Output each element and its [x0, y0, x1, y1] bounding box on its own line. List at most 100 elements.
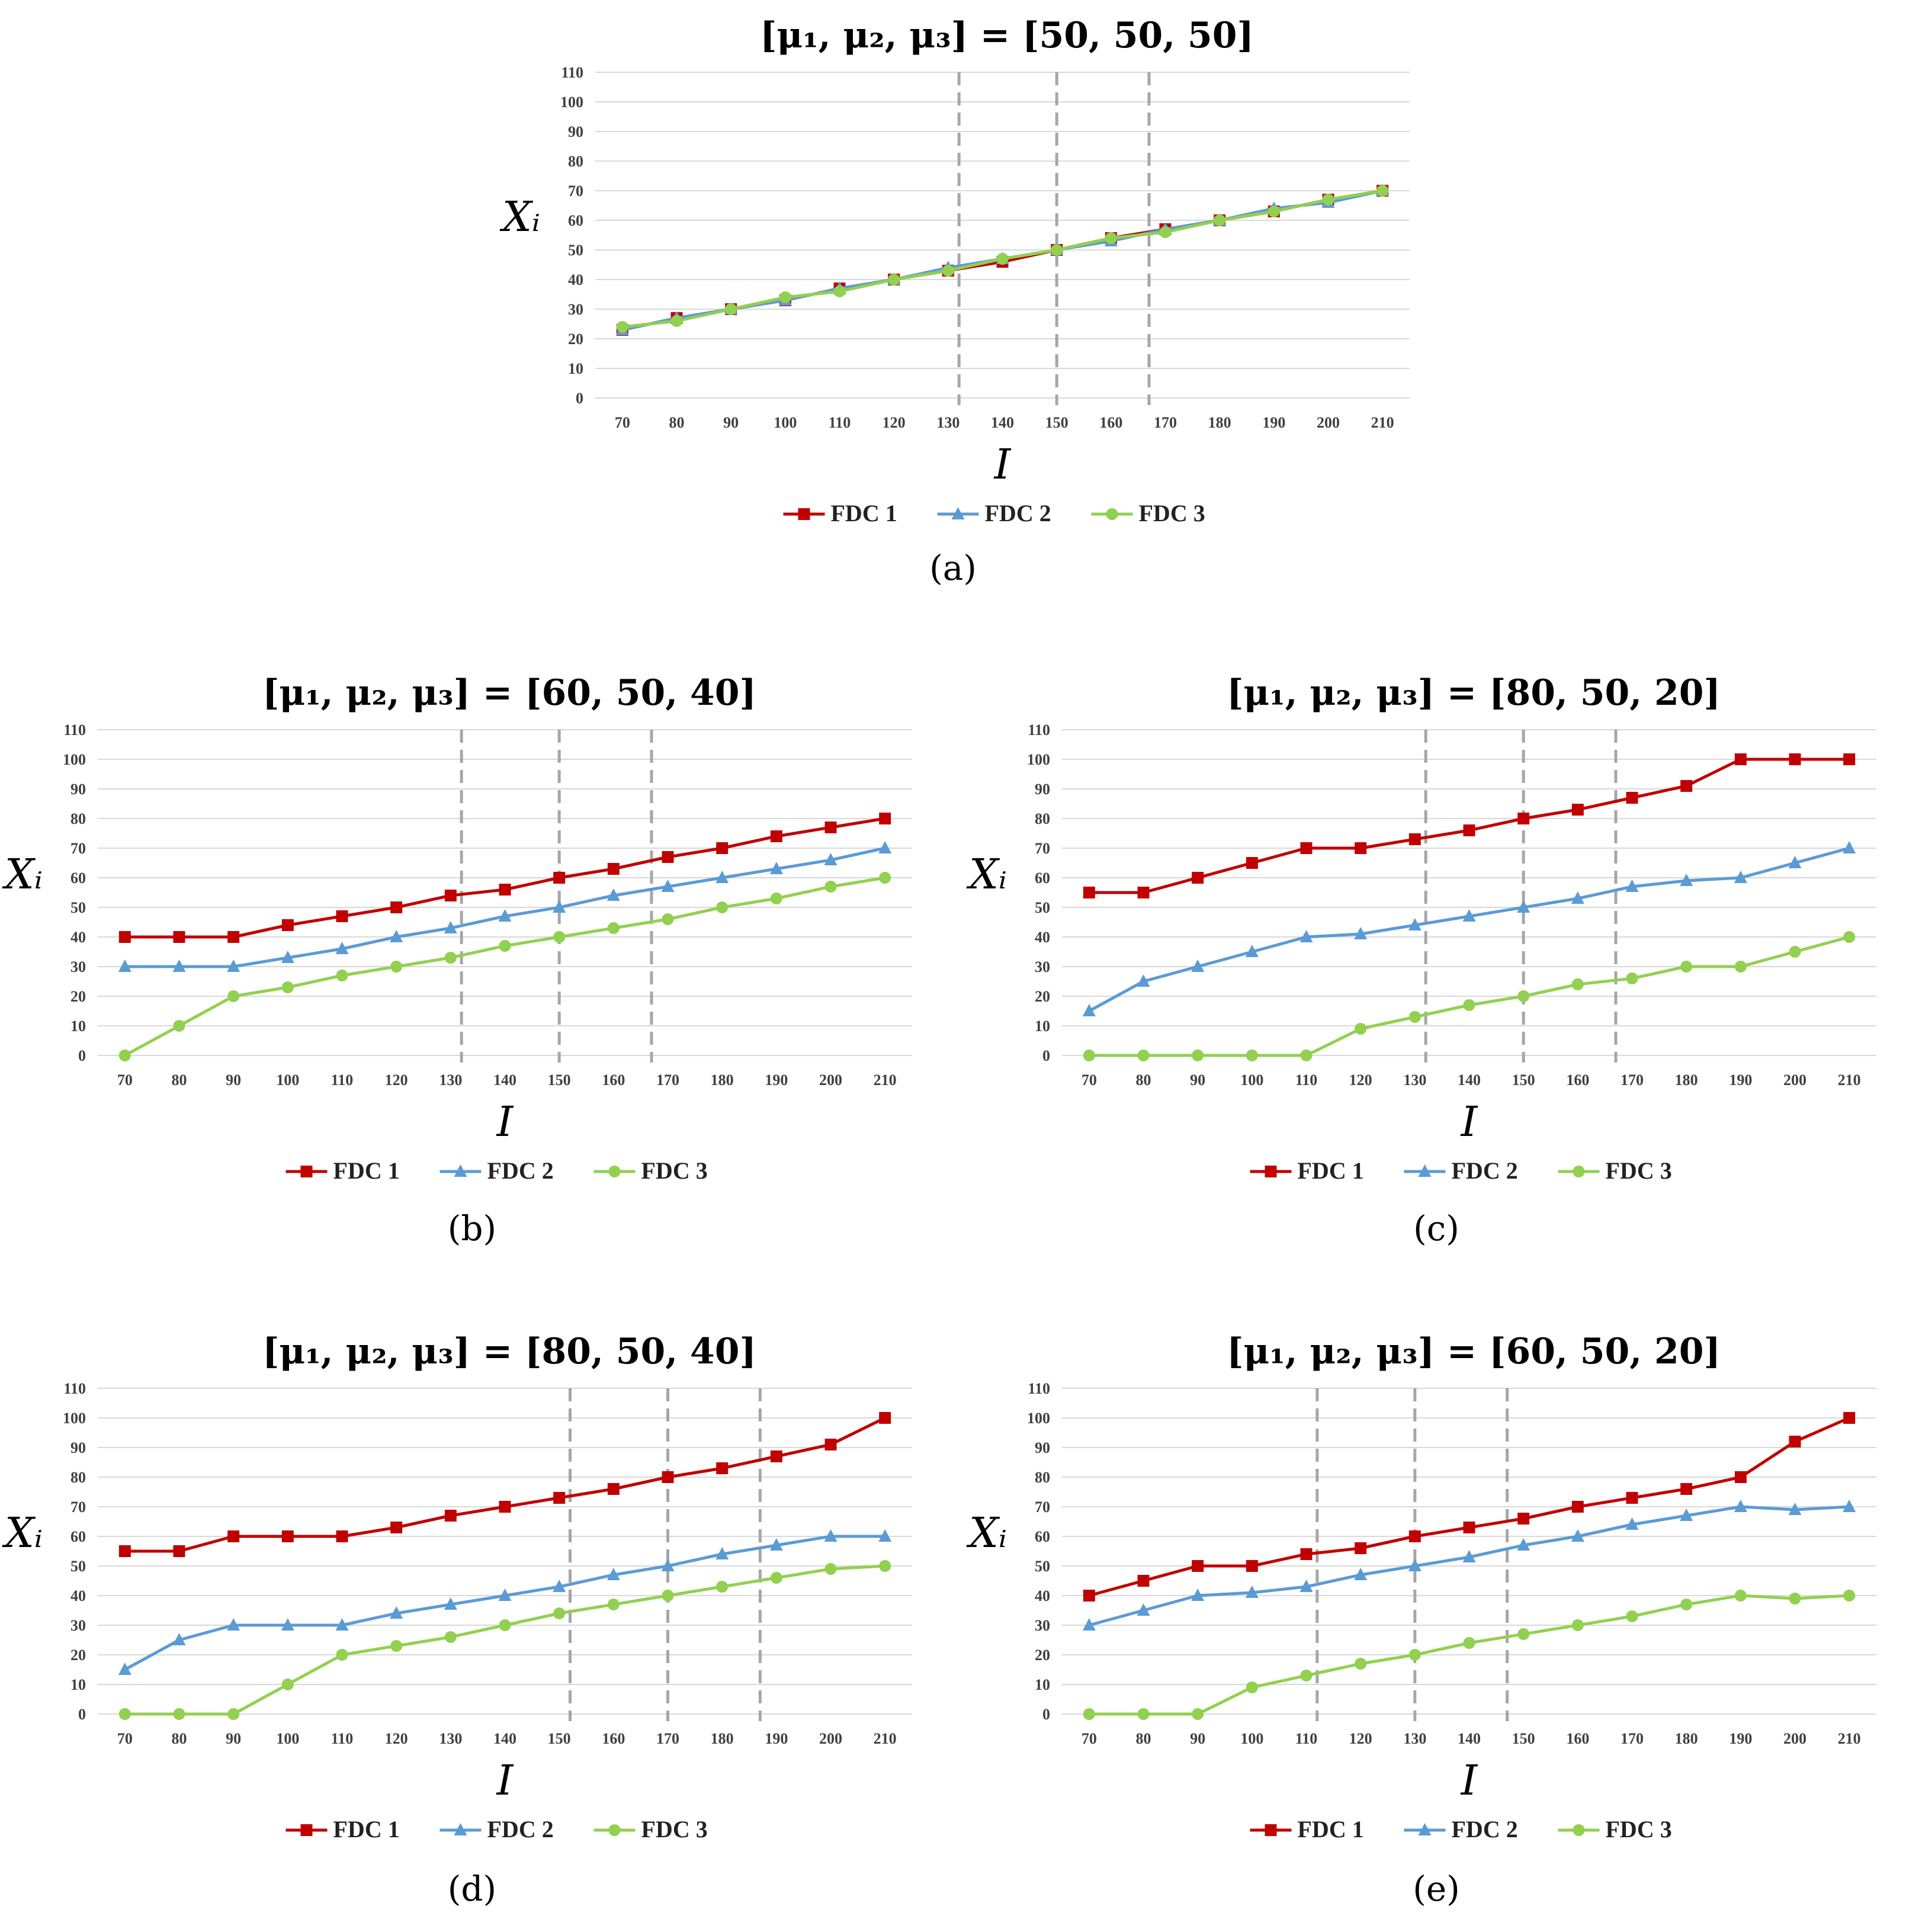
data-point: [118, 1050, 131, 1061]
y-tick-label: 50: [1035, 899, 1050, 916]
series-3: [118, 872, 891, 1061]
data-point: [281, 951, 294, 963]
y-tick-label: 100: [63, 1410, 86, 1427]
y-axis-label: Xᵢ: [966, 1509, 1007, 1557]
data-point: [1408, 1011, 1421, 1023]
data-point: [1680, 780, 1693, 792]
data-point: [1625, 880, 1639, 892]
x-tick-label: 150: [1512, 1730, 1535, 1747]
y-axis-label: Xᵢ: [499, 192, 540, 241]
series-1: [118, 813, 891, 943]
legend-item: FDC 3: [1558, 1816, 1672, 1843]
x-tick-label: 150: [548, 1071, 571, 1089]
data-point: [172, 959, 186, 972]
x-tick-label: 180: [1675, 1730, 1698, 1747]
x-tick-label: 100: [276, 1071, 299, 1089]
data-point: [1300, 1050, 1313, 1061]
data-point: [118, 959, 131, 972]
data-point: [1626, 1492, 1638, 1504]
x-tick-label: 190: [1729, 1071, 1752, 1089]
x-tick-label: 210: [874, 1730, 897, 1747]
data-point: [770, 1572, 782, 1584]
x-tick-label: 180: [711, 1730, 734, 1747]
data-point: [390, 1640, 403, 1652]
data-point: [1571, 804, 1584, 816]
legend-marker: [608, 1166, 621, 1177]
data-point: [769, 862, 783, 874]
data-point: [1137, 1050, 1150, 1061]
legend-label: FDC 2: [1452, 1157, 1518, 1184]
data-point: [1789, 753, 1801, 765]
y-tick-label: 90: [70, 781, 86, 798]
x-tick-label: 190: [1729, 1730, 1752, 1747]
data-point: [716, 1581, 729, 1593]
data-point: [1843, 1500, 1856, 1512]
data-point: [1734, 1500, 1747, 1512]
data-point: [1734, 1471, 1747, 1483]
legend-label: FDC 1: [333, 1816, 400, 1843]
legend-item: FDC 1: [783, 500, 897, 527]
data-point: [553, 1607, 566, 1619]
data-point: [1408, 1649, 1421, 1661]
data-point: [1517, 1538, 1530, 1551]
data-point: [1408, 833, 1421, 845]
data-point: [1625, 1517, 1639, 1530]
y-axis-label: Xᵢ: [2, 850, 43, 898]
data-point: [227, 990, 240, 1002]
x-tick-label: 160: [602, 1071, 625, 1089]
data-point: [607, 922, 620, 934]
data-point: [173, 1020, 185, 1032]
data-point: [1788, 1503, 1802, 1515]
legend-marker: [951, 507, 965, 519]
y-tick-label: 40: [1035, 929, 1050, 946]
y-tick-label: 40: [1035, 1587, 1050, 1604]
caption-e: (e): [1413, 1869, 1460, 1909]
series-3: [616, 185, 1389, 333]
data-point: [499, 1619, 511, 1631]
x-tick-label: 120: [883, 414, 906, 431]
legend-item: FDC 3: [1558, 1157, 1672, 1184]
legend-marker: [1265, 1824, 1277, 1836]
data-point: [1083, 1050, 1095, 1061]
x-tick-label: 140: [1458, 1071, 1481, 1089]
data-point: [499, 884, 511, 896]
data-point: [996, 253, 1009, 265]
data-point: [1571, 978, 1584, 990]
data-point: [1571, 891, 1584, 904]
caption-d: (d): [447, 1869, 497, 1909]
x-tick-label: 170: [1621, 1071, 1644, 1089]
data-point: [281, 981, 294, 993]
data-point: [1843, 1590, 1856, 1602]
data-point: [770, 1450, 782, 1462]
data-point: [1680, 1483, 1693, 1495]
data-point: [725, 303, 737, 315]
data-point: [1322, 194, 1334, 206]
chart-panel-b: [μ₁, μ₂, μ₃] = [60, 50, 40] 0 10 20 30 40 50 60…: [0, 657, 924, 1214]
series-3: [118, 1560, 891, 1720]
y-tick-label: 70: [70, 1498, 86, 1516]
legend-item: FDC 3: [593, 1816, 708, 1843]
y-tick-label: 80: [70, 810, 86, 827]
data-point: [670, 315, 683, 327]
data-point: [335, 942, 349, 954]
data-point: [498, 1588, 512, 1601]
data-point: [770, 893, 782, 904]
x-axis-label: I: [993, 440, 1012, 489]
data-point: [1191, 1588, 1205, 1601]
data-point: [878, 841, 892, 853]
series-3: [1083, 1590, 1856, 1720]
data-point: [1137, 1708, 1150, 1720]
data-point: [1463, 1522, 1475, 1533]
x-tick-label: 110: [331, 1730, 354, 1747]
x-tick-label: 170: [1154, 414, 1177, 431]
x-tick-label: 110: [331, 1071, 354, 1089]
data-point: [1082, 1618, 1096, 1631]
legend-marker: [1418, 1823, 1432, 1835]
data-point: [1734, 871, 1747, 883]
data-point: [499, 1501, 511, 1513]
x-tick-label: 70: [615, 414, 630, 431]
x-tick-label: 110: [1295, 1730, 1318, 1747]
data-point: [661, 1559, 675, 1571]
data-point: [607, 863, 620, 875]
legend-marker: [1106, 508, 1118, 520]
